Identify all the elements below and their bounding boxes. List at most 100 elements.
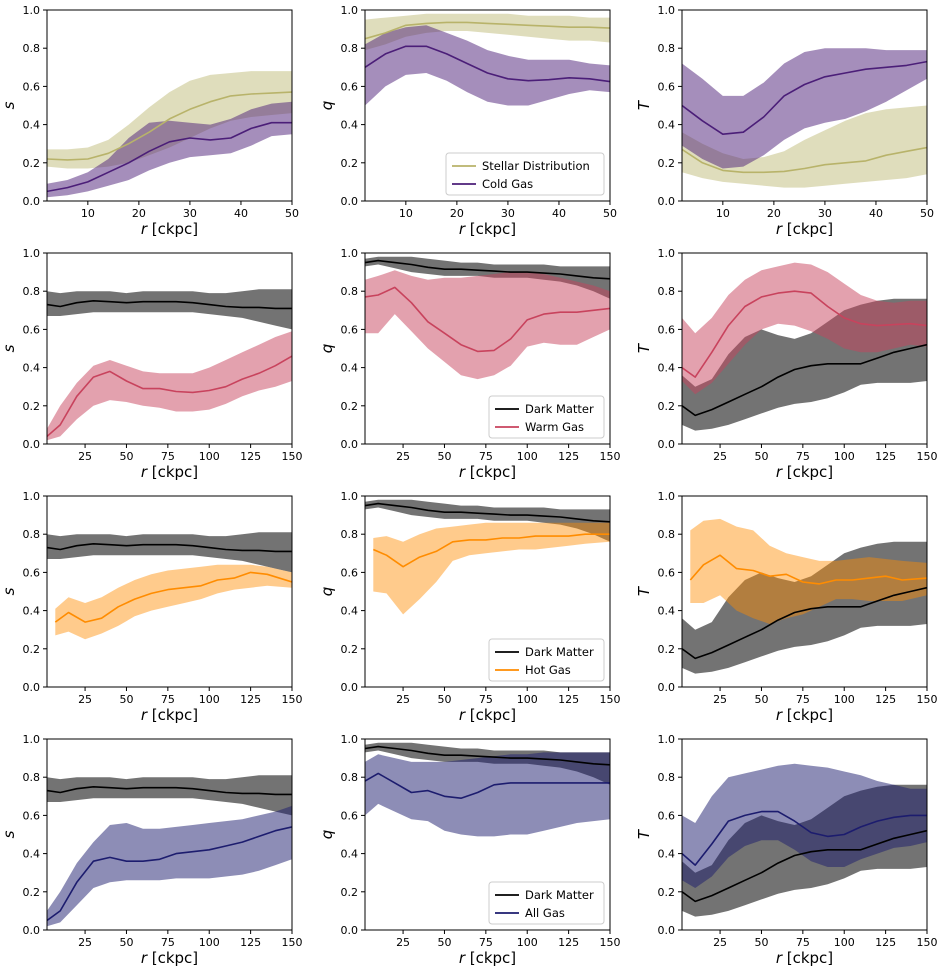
y-tick-label: 0.0: [23, 924, 41, 937]
band-dark-matter: [682, 541, 927, 674]
y-tick-label: 0.4: [658, 119, 676, 132]
line-dark-matter: [682, 829, 927, 903]
y-tick-label: 0.4: [341, 605, 359, 618]
y-tick-label: 0.2: [658, 643, 676, 656]
line-hot-gas: [54, 571, 292, 623]
band-cold-gas: [682, 48, 927, 169]
x-tick-label: 125: [240, 936, 261, 949]
axes-frame: [46, 252, 293, 445]
plot-area: [682, 518, 927, 674]
y-tick-label: 1.0: [23, 4, 41, 17]
y-tick-label: 0.6: [658, 80, 676, 93]
x-axis-label: r [ckpc]: [459, 220, 516, 238]
line-stellar-distribution: [47, 91, 292, 161]
band-cold-gas: [47, 101, 292, 198]
x-tick-label: 30: [818, 207, 832, 220]
line-all-gas: [47, 826, 292, 922]
axes-frame: [364, 495, 611, 688]
band-warm-gas: [682, 262, 927, 395]
x-tick-label: 150: [600, 693, 621, 706]
y-tick-label: 0.2: [658, 157, 676, 170]
y-tick-label: 0.0: [23, 438, 41, 451]
y-tick-label: 0.2: [23, 400, 41, 413]
legend-label: Warm Gas: [525, 420, 584, 434]
x-axis-label: r [ckpc]: [141, 949, 198, 967]
axes-frame: [46, 9, 293, 202]
axes-frame: [681, 9, 928, 202]
line-warm-gas: [365, 286, 610, 353]
y-tick-label: 1.0: [23, 490, 41, 503]
line-dark-matter: [47, 543, 292, 553]
legend-label: Dark Matter: [525, 402, 594, 416]
legend: Dark Matter All Gas: [488, 881, 605, 925]
y-tick-label: 0.6: [23, 323, 41, 336]
x-tick-label: 100: [517, 450, 538, 463]
x-tick-label: 150: [917, 936, 938, 949]
y-tick-label: 0.0: [341, 438, 359, 451]
y-axis-label: s: [0, 344, 18, 352]
x-tick-label: 75: [161, 693, 175, 706]
y-tick-label: 0.0: [341, 681, 359, 694]
y-tick-label: 0.6: [658, 566, 676, 579]
y-tick-label: 0.0: [23, 195, 41, 208]
band-dark-matter: [47, 775, 292, 816]
x-tick-label: 100: [834, 450, 855, 463]
x-tick-label: 75: [796, 936, 810, 949]
line-hot-gas: [689, 554, 927, 585]
line-hot-gas: [372, 533, 610, 568]
y-tick-label: 0.6: [23, 80, 41, 93]
subplot-1-0: 0.0 0.2 0.4 0.6 0.8 1.0 25 50 75 100 125 150 r [ckpc…: [0, 247, 303, 481]
y-tick-label: 0.0: [658, 681, 676, 694]
plot-area: [365, 742, 610, 837]
x-tick-label: 25: [396, 936, 410, 949]
band-all-gas: [682, 763, 927, 888]
y-tick-label: 0.2: [341, 157, 359, 170]
x-tick-label: 40: [552, 207, 566, 220]
y-axis-label: s: [0, 587, 18, 595]
y-tick-label: 0.6: [23, 566, 41, 579]
line-cold-gas: [365, 45, 610, 83]
y-tick-label: 0.0: [658, 924, 676, 937]
plot-area: [47, 71, 292, 198]
x-tick-label: 125: [558, 936, 579, 949]
plot-area: [47, 289, 292, 441]
x-tick-label: 100: [834, 936, 855, 949]
y-tick-label: 0.4: [23, 362, 41, 375]
x-tick-label: 50: [754, 693, 768, 706]
legend: Dark Matter Warm Gas: [488, 395, 605, 439]
line-dark-matter: [365, 502, 610, 523]
y-tick-label: 0.8: [658, 285, 676, 298]
axes-frame: [681, 495, 928, 688]
y-tick-label: 0.8: [341, 42, 359, 55]
x-tick-label: 40: [234, 207, 248, 220]
x-tick-label: 150: [917, 450, 938, 463]
x-tick-label: 125: [875, 450, 896, 463]
band-stellar-distribution: [682, 105, 927, 188]
y-tick-label: 0.8: [658, 42, 676, 55]
x-axis-label: r [ckpc]: [141, 463, 198, 481]
y-tick-label: 0.4: [23, 119, 41, 132]
subplot-0-1: 0.0 0.2 0.4 0.6 0.8 1.0 10 20 30 40 50 r [ckpc] q Ste…: [318, 4, 617, 238]
subplot-0-2: 0.0 0.2 0.4 0.6 0.8 1.0 10 20 30 40 50 r [ckpc] T: [635, 4, 934, 238]
x-tick-label: 100: [199, 693, 220, 706]
subplot-3-1: 0.0 0.2 0.4 0.6 0.8 1.0 25 50 75 100 125 150 r [ckpc…: [318, 733, 621, 967]
x-tick-label: 75: [796, 450, 810, 463]
y-tick-label: 0.0: [658, 438, 676, 451]
y-tick-label: 0.2: [658, 886, 676, 899]
y-tick-label: 0.0: [23, 681, 41, 694]
x-axis-label: r [ckpc]: [141, 706, 198, 724]
legend-label: Cold Gas: [482, 177, 533, 191]
plot-area: [682, 763, 927, 917]
x-tick-label: 25: [396, 450, 410, 463]
subplot-3-0: 0.0 0.2 0.4 0.6 0.8 1.0 25 50 75 100 125 150 r [ckpc…: [0, 733, 303, 967]
line-dark-matter: [682, 586, 927, 660]
x-tick-label: 30: [183, 207, 197, 220]
axes-frame: [364, 252, 611, 445]
plot-area: [365, 13, 610, 106]
y-tick-label: 0.8: [341, 285, 359, 298]
y-axis-label: q: [318, 344, 336, 354]
x-tick-label: 25: [713, 693, 727, 706]
y-tick-label: 0.6: [658, 809, 676, 822]
x-tick-label: 20: [450, 207, 464, 220]
